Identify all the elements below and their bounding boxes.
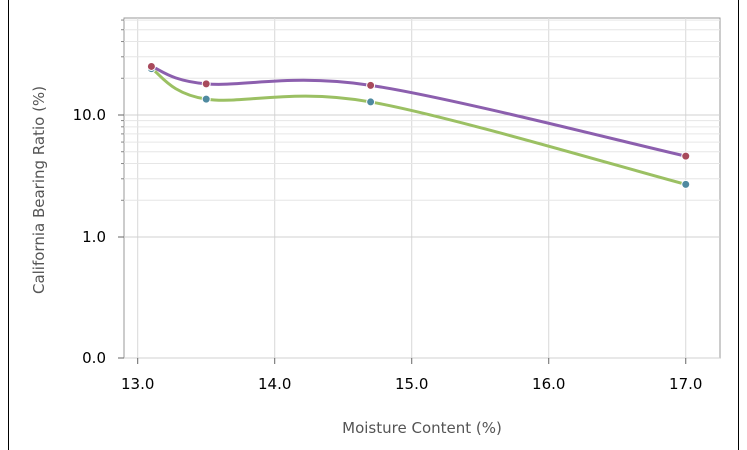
axis-ticks xyxy=(118,19,687,364)
x-tick-label: 13.0 xyxy=(121,375,154,393)
data-point xyxy=(146,61,156,71)
y-tick-label: 10.0 xyxy=(73,106,106,124)
data-point xyxy=(681,179,691,189)
data-point xyxy=(681,151,691,161)
series-line xyxy=(149,67,688,186)
data-point xyxy=(201,79,211,89)
data-point xyxy=(201,94,211,104)
series-group xyxy=(146,61,691,189)
frame-left-border xyxy=(8,0,9,450)
x-tick-label: 14.0 xyxy=(258,375,291,393)
x-tick-label: 16.0 xyxy=(532,375,565,393)
y-tick-label: 0.0 xyxy=(82,349,106,367)
tick-labels: 13.0 14.0 15.0 16.0 17.0 0.0 1.0 10.0 xyxy=(73,106,703,393)
x-tick-label: 17.0 xyxy=(669,375,702,393)
series-line xyxy=(149,64,688,158)
x-axis-title: Moisture Content (%) xyxy=(342,419,502,437)
y-axis-title: California Bearing Ratio (%) xyxy=(30,86,48,294)
frame-right-border xyxy=(738,0,739,450)
x-tick-label: 15.0 xyxy=(395,375,428,393)
y-tick-label: 1.0 xyxy=(82,228,106,246)
data-point xyxy=(366,97,376,107)
plot-area xyxy=(123,17,721,359)
data-point xyxy=(366,80,376,90)
